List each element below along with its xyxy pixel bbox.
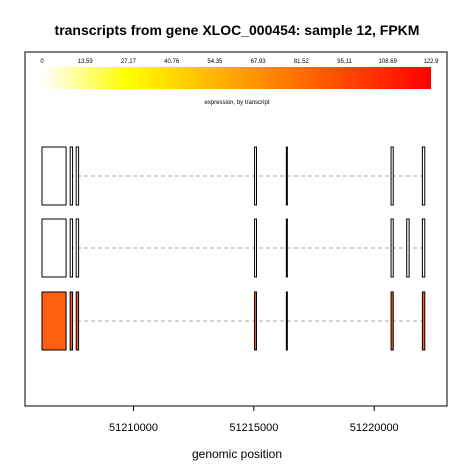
exon bbox=[285, 291, 288, 351]
x-axis: 51210000 51215000 51220000 bbox=[109, 406, 399, 434]
exon bbox=[421, 291, 426, 351]
exon bbox=[254, 218, 258, 278]
color-scale-caption: expression, by transcript bbox=[204, 100, 269, 106]
transcript-track bbox=[41, 146, 426, 206]
exon bbox=[69, 218, 74, 278]
x-tick-label: 51210000 bbox=[109, 422, 158, 434]
exon bbox=[390, 218, 394, 278]
exon bbox=[254, 291, 258, 351]
exon bbox=[285, 146, 288, 206]
exon bbox=[421, 218, 426, 278]
exon bbox=[75, 291, 80, 351]
exon bbox=[390, 146, 394, 206]
exon bbox=[41, 291, 67, 351]
color-scale-tick-label: 108.69 bbox=[379, 59, 398, 65]
exon bbox=[421, 146, 426, 206]
color-scale-tick-label: 0 bbox=[40, 59, 44, 65]
color-scale-tick-label: 81.52 bbox=[294, 59, 310, 65]
plot-frame bbox=[24, 51, 448, 407]
exon bbox=[406, 218, 410, 278]
exon bbox=[254, 146, 258, 206]
x-axis-label: genomic position bbox=[192, 447, 282, 461]
color-scale-tick-label: 95.11 bbox=[337, 59, 352, 65]
color-scale-tick-label: 122.9 bbox=[423, 59, 439, 65]
color-scale-tick-label: 27.17 bbox=[121, 59, 137, 65]
exon bbox=[75, 146, 80, 206]
transcript-tracks bbox=[41, 146, 426, 351]
chart-title: transcripts from gene XLOC_000454: sampl… bbox=[55, 22, 420, 38]
exon bbox=[41, 218, 67, 278]
color-scale-tick-label: 67.93 bbox=[251, 59, 267, 65]
exon bbox=[390, 291, 394, 351]
exon bbox=[285, 218, 288, 278]
transcript-track bbox=[41, 218, 426, 278]
x-tick-label: 51215000 bbox=[229, 422, 278, 434]
color-scale-bar bbox=[42, 67, 431, 89]
exon bbox=[41, 146, 67, 206]
color-scale-tick-label: 13.59 bbox=[78, 59, 94, 65]
exon bbox=[69, 291, 74, 351]
x-tick-label: 51220000 bbox=[350, 422, 399, 434]
color-scale-tick-labels: 0 13.59 27.17 40.76 54.35 67.93 81.52 95.11 108.… bbox=[40, 59, 439, 65]
color-scale-tick-label: 54.35 bbox=[207, 59, 223, 65]
exon bbox=[69, 146, 74, 206]
color-scale-tick-label: 40.76 bbox=[164, 59, 180, 65]
transcript-track bbox=[41, 291, 426, 351]
exon bbox=[75, 218, 80, 278]
